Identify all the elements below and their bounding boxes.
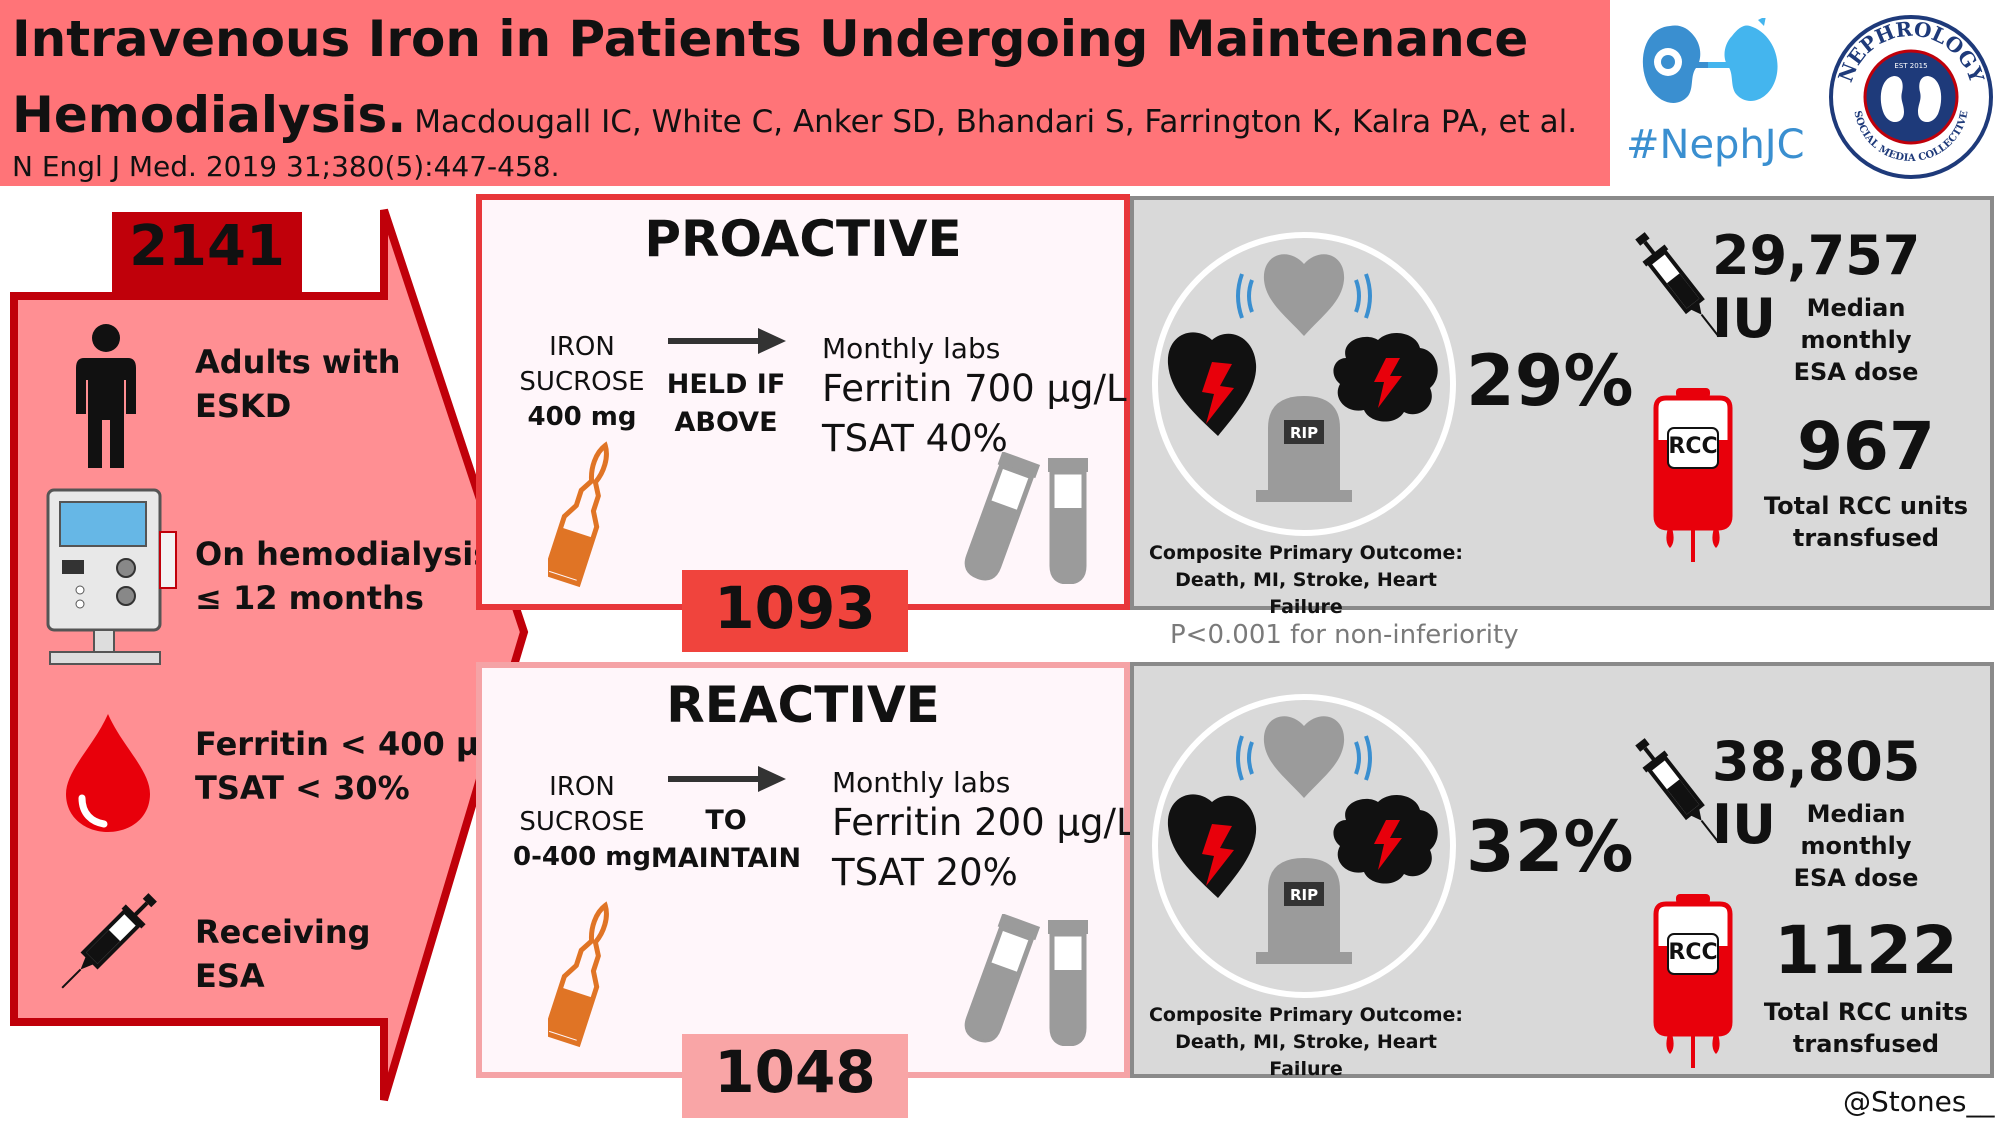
proactive-outcome-label-line1: Composite Primary Outcome: bbox=[1148, 542, 1463, 564]
criterion-adults-line1: Adults with bbox=[195, 343, 401, 381]
reactive-outcome-label: Composite Primary Outcome: Death, MI, St… bbox=[1136, 1002, 1476, 1083]
reactive-rcc-label-line1: Total RCC units bbox=[1763, 998, 1969, 1026]
reactive-drug-line2: SUCROSE bbox=[519, 807, 645, 837]
syringe-icon bbox=[61, 893, 157, 989]
criterion-esa-line1: Receiving bbox=[195, 913, 371, 951]
reactive-n-box bbox=[682, 1034, 908, 1118]
heart-failure-icon bbox=[1263, 716, 1345, 798]
reactive-condition-line2: MAINTAIN bbox=[650, 843, 802, 874]
reactive-dose: 0-400 mg bbox=[513, 842, 651, 872]
proactive-rcc-label: Total RCC units transfused bbox=[1758, 490, 1974, 554]
criterion-hemodialysis-line1: On hemodialysis bbox=[195, 535, 493, 573]
reactive-condition: TO MAINTAIN bbox=[646, 802, 806, 878]
reactive-drug: IRON SUCROSE 0-400 mg bbox=[512, 770, 652, 875]
page-title-line2-text: Hemodialysis. bbox=[12, 86, 407, 144]
proactive-drug-line1: IRON bbox=[549, 332, 615, 362]
author-handle: @Stones__ bbox=[1843, 1085, 1995, 1118]
reactive-outcome-percent: 32% bbox=[1466, 806, 1634, 888]
total-n-box bbox=[112, 212, 302, 298]
authors: Macdougall IC, White C, Anker SD, Bhanda… bbox=[414, 104, 1578, 140]
proactive-outcome-label: Composite Primary Outcome: Death, MI, St… bbox=[1136, 540, 1476, 621]
nephjc-hashtag: #NephJC bbox=[1626, 122, 1805, 168]
proactive-rcc-bag-label: RCC bbox=[1668, 434, 1718, 459]
reactive-test-tubes-icon bbox=[964, 914, 1088, 1046]
proactive-esa-label: Median monthly ESA dose bbox=[1748, 292, 1964, 388]
reactive-condition-line1: TO bbox=[705, 805, 747, 836]
proactive-n: 1093 bbox=[714, 574, 876, 642]
reactive-esa-dose: 38,805 IU bbox=[1712, 730, 1921, 856]
heart-failure-icon bbox=[1263, 254, 1345, 336]
reactive-labs-label: Monthly labs bbox=[832, 766, 1011, 799]
reactive-rcc-label-line2: transfused bbox=[1792, 1030, 1940, 1058]
criterion-adults: Adults with ESKD bbox=[195, 340, 401, 428]
reactive-rcc-bag-icon bbox=[1653, 894, 1733, 1068]
reactive-arrow-icon bbox=[668, 766, 786, 792]
reactive-title: REACTIVE bbox=[666, 676, 940, 734]
logo-est: EST 2015 bbox=[1894, 62, 1927, 70]
proactive-dose: 400 mg bbox=[527, 402, 637, 432]
reactive-outcome-icons bbox=[1167, 716, 1438, 964]
criterion-adults-line2: ESKD bbox=[195, 387, 292, 425]
proactive-outcome-icons bbox=[1167, 254, 1438, 502]
reactive-rcc-units: 1122 bbox=[1774, 912, 1958, 989]
nephjc-kidney-icon bbox=[1642, 18, 1778, 103]
proactive-rcc-bag-icon bbox=[1653, 388, 1733, 562]
reactive-rcc-bag-label: RCC bbox=[1668, 940, 1718, 965]
proactive-tsat-target: TSAT 40% bbox=[822, 417, 1008, 460]
proactive-rcc-units: 967 bbox=[1797, 408, 1935, 485]
dialysis-machine-icon bbox=[46, 488, 177, 665]
reactive-n: 1048 bbox=[714, 1038, 876, 1106]
proactive-condition-line2: ABOVE bbox=[674, 407, 778, 438]
proactive-condition: HELD IF ABOVE bbox=[646, 366, 806, 442]
proactive-n-box bbox=[682, 570, 908, 652]
proactive-outcome-percent: 29% bbox=[1466, 340, 1634, 422]
blood-drop-icon bbox=[66, 714, 150, 832]
proactive-esa-label-line2: ESA dose bbox=[1793, 358, 1919, 386]
proactive-labs-label: Monthly labs bbox=[822, 332, 1001, 365]
proactive-title: PROACTIVE bbox=[644, 210, 962, 268]
population-arrow bbox=[10, 208, 529, 1102]
header-banner bbox=[0, 0, 1610, 186]
reactive-targets: Ferritin 200 µg/L TSAT 20% bbox=[832, 798, 1137, 898]
proactive-ferritin-target: Ferritin 700 µg/L bbox=[822, 367, 1127, 410]
proactive-drug-line2: SUCROSE bbox=[519, 367, 645, 397]
person-icon bbox=[76, 324, 136, 468]
proactive-drug: IRON SUCROSE 400 mg bbox=[512, 330, 652, 435]
criterion-hemodialysis-line2: ≤ 12 months bbox=[195, 579, 424, 617]
criterion-esa: Receiving ESA bbox=[195, 910, 371, 998]
criterion-esa-line2: ESA bbox=[195, 957, 265, 995]
proactive-rip-label: RIP bbox=[1289, 424, 1319, 442]
proactive-esa-label-line1: Median monthly bbox=[1800, 294, 1912, 354]
reactive-rcc-label: Total RCC units transfused bbox=[1758, 996, 1974, 1060]
reactive-outcome-label-line2: Death, MI, Stroke, Heart Failure bbox=[1175, 1031, 1437, 1080]
proactive-outcome-label-line2: Death, MI, Stroke, Heart Failure bbox=[1175, 569, 1437, 618]
journal-citation: N Engl J Med. 2019 31;380(5):447-458. bbox=[12, 150, 560, 183]
proactive-rcc-label-line2: transfused bbox=[1792, 524, 1940, 552]
total-patients: 2141 bbox=[129, 214, 285, 279]
reactive-ferritin-target: Ferritin 200 µg/L bbox=[832, 801, 1137, 844]
reactive-esa-label-line2: ESA dose bbox=[1793, 864, 1919, 892]
page-title-line1: Intravenous Iron in Patients Undergoing … bbox=[12, 10, 1529, 68]
proactive-condition-line1: HELD IF bbox=[666, 369, 786, 400]
proactive-arrow-icon bbox=[668, 328, 786, 354]
reactive-outcome-label-line1: Composite Primary Outcome: bbox=[1148, 1004, 1463, 1026]
reactive-ampoule-icon bbox=[548, 901, 609, 1048]
proactive-test-tubes-icon bbox=[964, 452, 1088, 584]
reactive-esa-syringe-icon bbox=[1635, 738, 1720, 844]
p-value-note: P<0.001 for non-inferiority bbox=[1170, 620, 1519, 650]
proactive-esa-syringe-icon bbox=[1635, 232, 1720, 338]
proactive-ampoule-icon bbox=[548, 441, 609, 588]
reactive-rip-label: RIP bbox=[1289, 886, 1319, 904]
page-title-line2: Hemodialysis. Macdougall IC, White C, Ank… bbox=[12, 86, 1577, 144]
nephrology-collective-logo: NEPHROLOGY SOCIAL MEDIA COLLECTIVE EST 2… bbox=[1829, 15, 1993, 179]
criterion-tsat: TSAT < 30% bbox=[195, 769, 410, 807]
reactive-drug-line1: IRON bbox=[549, 772, 615, 802]
proactive-targets: Ferritin 700 µg/L TSAT 40% bbox=[822, 364, 1127, 464]
proactive-esa-dose: 29,757 IU bbox=[1712, 224, 1921, 350]
criterion-hemodialysis: On hemodialysis ≤ 12 months bbox=[195, 532, 492, 620]
reactive-esa-label-line1: Median monthly bbox=[1800, 800, 1912, 860]
reactive-esa-label: Median monthly ESA dose bbox=[1748, 798, 1964, 894]
proactive-rcc-label-line1: Total RCC units bbox=[1763, 492, 1969, 520]
reactive-tsat-target: TSAT 20% bbox=[832, 851, 1018, 894]
